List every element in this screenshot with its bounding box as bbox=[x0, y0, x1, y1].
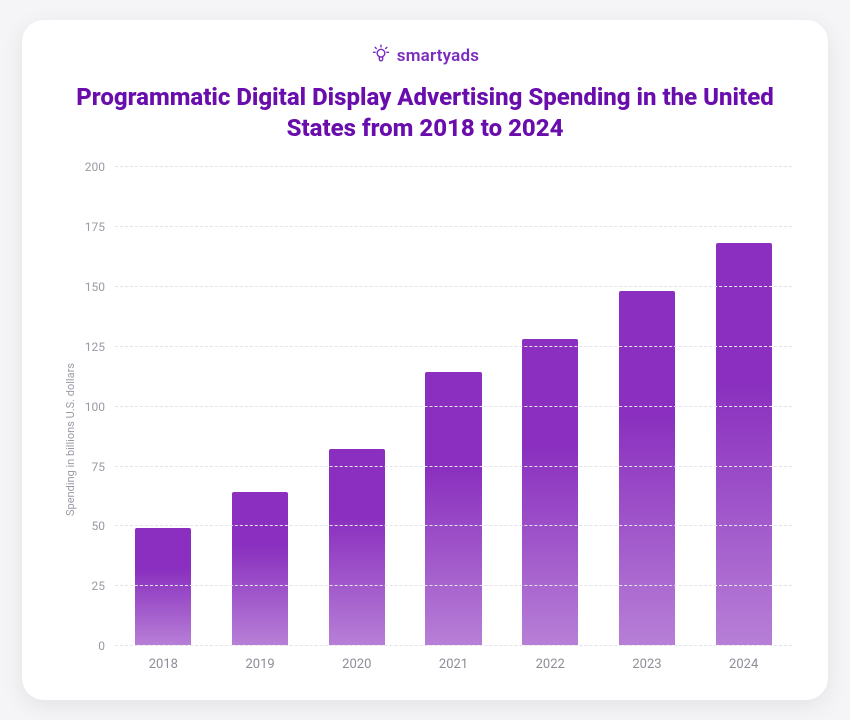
bar bbox=[425, 372, 481, 645]
plot-zone: 0255075100125150175200 20182019202020212… bbox=[77, 166, 792, 672]
plot: 0 25 50 75 100 125 150 175 200 bbox=[115, 166, 792, 645]
brand-logo: smartyads bbox=[58, 44, 792, 68]
x-tick-label: 2022 bbox=[502, 657, 599, 672]
y-tick-label: 0 bbox=[98, 639, 115, 653]
bar bbox=[329, 449, 385, 645]
gridline: 125 bbox=[115, 346, 792, 347]
y-tick-label: 75 bbox=[92, 460, 116, 474]
gridline: 0 bbox=[115, 645, 792, 646]
bar bbox=[232, 492, 288, 645]
x-axis-labels: 2018201920202021202220232024 bbox=[115, 657, 792, 672]
x-tick-label: 2024 bbox=[695, 657, 792, 672]
chart-title: Programmatic Digital Display Advertising… bbox=[58, 82, 792, 144]
bar bbox=[135, 528, 191, 645]
y-axis-label: Spending in billions U.S. dollars bbox=[58, 323, 77, 516]
gridline: 100 bbox=[115, 406, 792, 407]
gridline: 50 bbox=[115, 525, 792, 526]
chart-card: smartyads Programmatic Digital Display A… bbox=[22, 20, 828, 700]
gridline: 150 bbox=[115, 286, 792, 287]
gridline: 200 bbox=[115, 166, 792, 167]
x-tick-label: 2023 bbox=[599, 657, 696, 672]
y-tick-label: 200 bbox=[85, 160, 115, 174]
x-tick-label: 2021 bbox=[405, 657, 502, 672]
x-tick-label: 2020 bbox=[308, 657, 405, 672]
y-tick-label: 50 bbox=[92, 519, 116, 533]
gridline: 25 bbox=[115, 585, 792, 586]
gridline: 175 bbox=[115, 226, 792, 227]
chart-area: Spending in billions U.S. dollars 0 25 50 7… bbox=[58, 166, 792, 672]
y-tick-label: 25 bbox=[92, 579, 116, 593]
y-tick-label: 100 bbox=[85, 400, 115, 414]
bar bbox=[619, 291, 675, 645]
y-tick-label: 125 bbox=[85, 340, 115, 354]
x-tick-label: 2019 bbox=[212, 657, 309, 672]
y-tick-label: 175 bbox=[85, 220, 115, 234]
lightbulb-icon bbox=[371, 44, 391, 68]
brand-name: smartyads bbox=[397, 46, 479, 66]
x-tick-label: 2018 bbox=[115, 657, 212, 672]
y-tick-label: 150 bbox=[85, 280, 115, 294]
bar bbox=[522, 339, 578, 645]
gridline: 75 bbox=[115, 466, 792, 467]
